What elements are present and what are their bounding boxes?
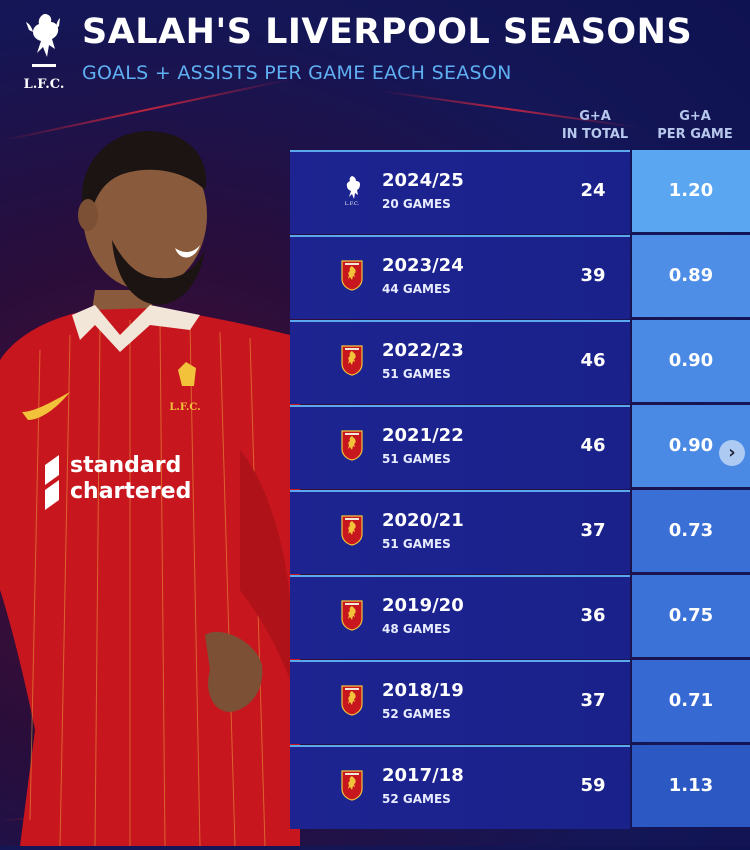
per-game-value: 0.90 (668, 350, 714, 371)
lfc-crest-icon (340, 259, 364, 291)
season-label: 2022/23 (382, 340, 464, 361)
season-row: 2021/22 51 GAMES 46 0.90 (290, 405, 750, 489)
season-label: 2020/21 (382, 510, 464, 531)
column-header-per-game-line1: G+A (679, 109, 711, 124)
page-subtitle: GOALS + ASSISTS PER GAME EACH SEASON (82, 62, 512, 84)
games-count: 51 GAMES (382, 367, 451, 381)
per-game-cell (632, 575, 750, 657)
season-label: 2017/18 (382, 765, 464, 786)
games-count: 48 GAMES (382, 622, 451, 636)
games-count: 52 GAMES (382, 792, 451, 806)
lfc-crest-icon (340, 429, 364, 461)
season-label: 2018/19 (382, 680, 464, 701)
per-game-value: 1.20 (668, 180, 714, 201)
svg-text:chartered: chartered (70, 479, 191, 504)
per-game-cell (632, 660, 750, 742)
lfc-logo: L.F.C. (18, 8, 70, 98)
column-header-total-line1: G+A (579, 109, 611, 124)
svg-text:L.F.C.: L.F.C. (345, 201, 360, 206)
season-row: 2019/20 48 GAMES 36 0.75 (290, 575, 750, 659)
season-row: L.F.C. 2024/25 20 GAMES 24 1.20 (290, 150, 750, 234)
lfc-crest-icon (340, 599, 364, 631)
per-game-cell (632, 745, 750, 827)
svg-text:L.F.C.: L.F.C. (24, 77, 65, 92)
total-ga-value: 37 (580, 520, 606, 541)
season-label: 2021/22 (382, 425, 464, 446)
season-row: 2023/24 44 GAMES 39 0.89 (290, 235, 750, 319)
total-ga-value: 36 (580, 605, 606, 626)
total-ga-value: 39 (580, 265, 606, 286)
column-header-total: G+A IN TOTAL (545, 108, 645, 144)
svg-text:standard: standard (70, 453, 181, 478)
games-count: 52 GAMES (382, 707, 451, 721)
per-game-cell (632, 150, 750, 232)
per-game-value: 0.71 (668, 690, 714, 711)
season-label: 2023/24 (382, 255, 464, 276)
per-game-value: 0.75 (668, 605, 714, 626)
per-game-cell (632, 320, 750, 402)
total-ga-value: 59 (580, 775, 606, 796)
per-game-value: 0.90 (668, 435, 714, 456)
liverbird-icon: L.F.C. (24, 14, 65, 92)
total-ga-value: 37 (580, 690, 606, 711)
player-photo: L.F.C. standard chartered (0, 120, 300, 847)
row-background (290, 150, 630, 234)
games-count: 51 GAMES (382, 452, 451, 466)
season-row: 2018/19 52 GAMES 37 0.71 (290, 660, 750, 744)
season-row: 2022/23 51 GAMES 46 0.90 (290, 320, 750, 404)
season-label: 2024/25 (382, 170, 464, 191)
next-arrow-button[interactable]: › (719, 440, 745, 466)
column-header-per-game-line2: PER GAME (657, 127, 733, 142)
column-header-per-game: G+A PER GAME (645, 108, 745, 144)
season-row: 2017/18 52 GAMES 59 1.13 (290, 745, 750, 829)
per-game-value: 0.73 (668, 520, 714, 541)
per-game-value: 0.89 (668, 265, 714, 286)
lfc-crest-icon (340, 769, 364, 801)
per-game-cell (632, 235, 750, 317)
season-row: 2020/21 51 GAMES 37 0.73 (290, 490, 750, 574)
lfc-crest-icon (340, 344, 364, 376)
lfc-crest-icon (340, 684, 364, 716)
per-game-value: 1.13 (668, 775, 714, 796)
liverbird-icon: L.F.C. (340, 174, 364, 207)
season-label: 2019/20 (382, 595, 464, 616)
total-ga-value: 24 (580, 180, 606, 201)
games-count: 20 GAMES (382, 197, 451, 211)
games-count: 51 GAMES (382, 537, 451, 551)
per-game-cell (632, 490, 750, 572)
lfc-crest-icon (340, 514, 364, 546)
total-ga-value: 46 (580, 435, 606, 456)
total-ga-value: 46 (580, 350, 606, 371)
svg-text:L.F.C.: L.F.C. (169, 402, 200, 413)
games-count: 44 GAMES (382, 282, 451, 296)
column-header-total-line2: IN TOTAL (561, 127, 629, 142)
page-title: SALAH'S LIVERPOOL SEASONS (82, 12, 693, 52)
